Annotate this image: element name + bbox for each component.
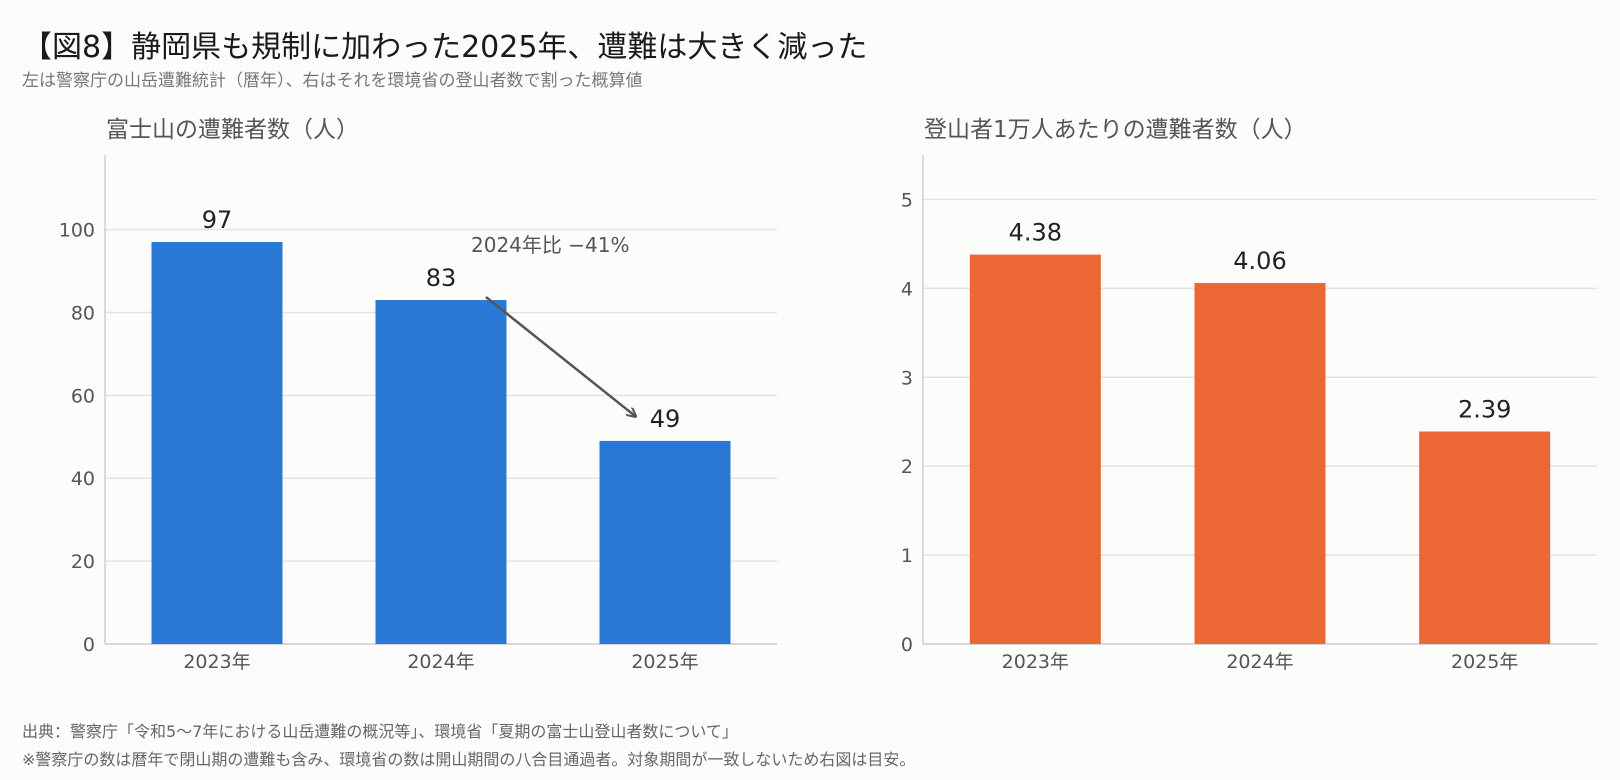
left-y-tick-label: 100 bbox=[59, 220, 95, 242]
right-bar-value-label: 4.38 bbox=[1009, 219, 1062, 247]
left-x-tick-label: 2023年 bbox=[183, 651, 250, 673]
right-bar-value-label: 2.39 bbox=[1458, 396, 1511, 424]
left-y-tick-label: 60 bbox=[71, 385, 95, 407]
left-y-tick-label: 0 bbox=[83, 634, 95, 656]
left-x-tick-label: 2025年 bbox=[631, 651, 698, 673]
right-x-tick-label: 2024年 bbox=[1226, 651, 1293, 673]
left-panel-title: 富士山の遭難者数（人） bbox=[106, 117, 359, 143]
right-bar bbox=[1419, 431, 1551, 644]
right-y-tick-label: 1 bbox=[901, 545, 913, 567]
chart-subtitle: 左は警察庁の山岳遭難統計（暦年）、右はそれを環境省の登山者数で割った概算値 bbox=[22, 71, 643, 91]
right-y-tick-label: 2 bbox=[901, 456, 913, 478]
left-bar-value-label: 83 bbox=[426, 264, 457, 292]
left-bar bbox=[599, 440, 731, 644]
right-bar bbox=[1194, 283, 1326, 644]
right-y-tick-label: 5 bbox=[901, 189, 913, 211]
change-arrow bbox=[485, 296, 635, 416]
right-x-tick-label: 2023年 bbox=[1002, 651, 1069, 673]
left-bar-value-label: 97 bbox=[202, 206, 233, 234]
right-y-tick-label: 0 bbox=[901, 634, 913, 656]
left-x-tick-label: 2024年 bbox=[407, 651, 474, 673]
chart-title: 【図8】静岡県も規制に加わった2025年、遭難は大きく減った bbox=[22, 30, 868, 65]
right-y-tick-label: 4 bbox=[901, 278, 913, 300]
footnote: ※警察庁の数は暦年で閉山期の遭難も含み、環境省の数は開山期間の八合目通過者。対象… bbox=[22, 750, 916, 769]
right-panel-title: 登山者1万人あたりの遭難者数（人） bbox=[924, 117, 1307, 143]
right-bar-value-label: 4.06 bbox=[1233, 247, 1286, 275]
right-bar bbox=[969, 254, 1101, 644]
right-x-tick-label: 2025年 bbox=[1451, 651, 1518, 673]
left-bar-value-label: 49 bbox=[650, 405, 681, 433]
left-y-tick-label: 20 bbox=[71, 551, 95, 573]
right-y-tick-label: 3 bbox=[901, 367, 913, 389]
left-bar bbox=[375, 300, 507, 644]
change-annotation-label: 2024年比 −41% bbox=[471, 233, 629, 257]
left-bar bbox=[151, 242, 283, 644]
left-y-tick-label: 80 bbox=[71, 302, 95, 324]
left-y-tick-label: 40 bbox=[71, 468, 95, 490]
source-note: 出典：警察庁「令和5〜7年における山岳遭難の概況等」、環境省「夏期の富士山登山者… bbox=[22, 722, 738, 741]
